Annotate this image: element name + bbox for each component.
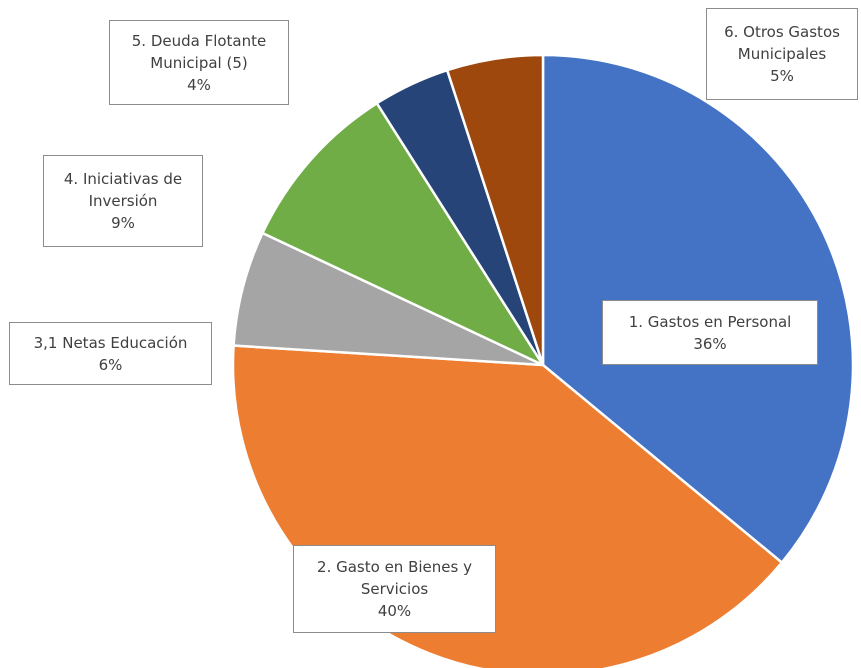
data-label: 3,1 Netas Educación 6% (9, 322, 212, 385)
category-label: 4. Iniciativas de Inversión (63, 170, 183, 210)
category-label: 1. Gastos en Personal (628, 312, 792, 331)
data-label: 6. Otros Gastos Municipales 5% (706, 8, 858, 100)
data-label: 2. Gasto en Bienes y Servicios 40% (293, 545, 496, 633)
category-label: 6. Otros Gastos Municipales (724, 23, 840, 63)
value-label: 6% (98, 355, 123, 374)
value-label: 4% (187, 75, 211, 94)
value-label: 5% (770, 67, 794, 85)
pie-slice (260, 101, 547, 368)
category-label: 3,1 Netas Educación (33, 333, 188, 352)
value-label: 9% (111, 214, 135, 232)
data-label: 5. Deuda Flotante Municipal (5) 4% (109, 20, 289, 105)
data-label: 4. Iniciativas de Inversión 9% (43, 155, 203, 247)
pie-slice (445, 53, 545, 366)
category-label: 2. Gasto en Bienes y Servicios (317, 558, 472, 598)
value-label: 36% (693, 334, 727, 353)
value-label: 40% (377, 602, 412, 620)
category-label: 5. Deuda Flotante Municipal (5) (131, 31, 267, 72)
data-label: 1. Gastos en Personal 36% (602, 300, 818, 365)
